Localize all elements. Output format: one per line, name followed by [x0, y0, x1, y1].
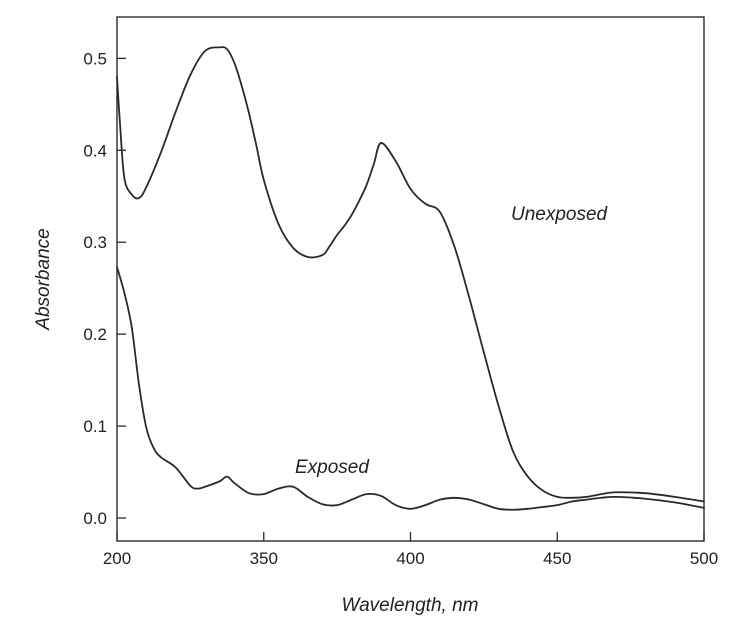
x-tick-label: 350 — [250, 549, 278, 568]
y-tick-label: 0.1 — [83, 417, 107, 436]
series-label-exposed: Exposed — [295, 457, 370, 478]
y-axis-title: Absorbance — [33, 228, 54, 330]
x-axis: 200 350 400 450 500 — [103, 532, 718, 568]
series-label-unexposed: Unexposed — [511, 204, 609, 225]
y-tick-label: 0.3 — [83, 233, 107, 252]
plot-frame — [116, 16, 705, 542]
x-axis-title: Wavelength, nm — [342, 595, 479, 616]
series-line-unexposed — [116, 46, 705, 503]
x-tick-label: 400 — [396, 549, 424, 568]
y-tick-label: 0.4 — [83, 141, 107, 160]
y-tick-label: 0.2 — [83, 325, 107, 344]
x-tick-label: 200 — [103, 549, 131, 568]
series-line-exposed — [116, 266, 705, 511]
series-layer — [116, 46, 705, 511]
x-tick-label: 500 — [690, 549, 718, 568]
x-tick-label: 450 — [543, 549, 571, 568]
y-tick-label: 0.0 — [83, 509, 107, 528]
y-tick-label: 0.5 — [83, 49, 107, 68]
